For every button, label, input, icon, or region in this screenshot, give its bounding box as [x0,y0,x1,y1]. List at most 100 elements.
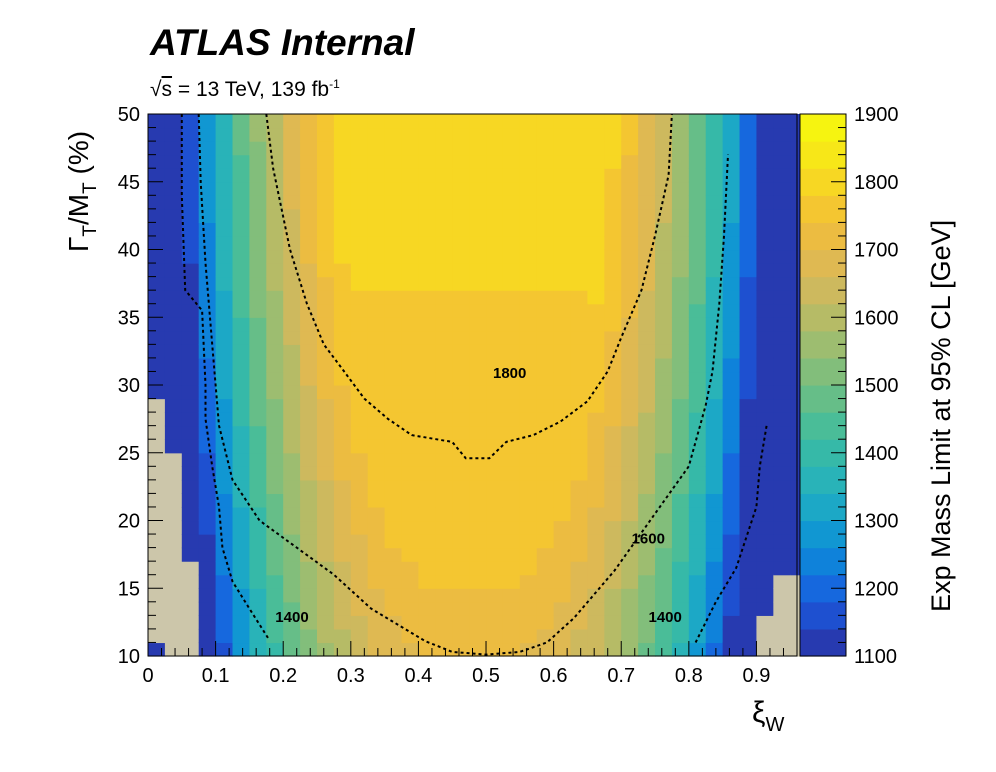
heatmap-cell [350,601,369,616]
heatmap-cell [198,615,217,630]
heatmap-cell [688,127,707,142]
heatmap-cell [638,317,656,332]
heatmap-cell [266,615,284,630]
heatmap-cell [773,493,791,508]
heatmap-cell [401,249,420,264]
heatmap-cell [266,249,284,264]
heatmap-cell [384,290,403,305]
heatmap-cell [739,425,758,440]
heatmap-cell [486,114,504,129]
heatmap-cell [384,588,403,603]
heatmap-cell [317,628,335,644]
heatmap-cell [553,398,572,413]
heatmap-cell [384,601,403,616]
heatmap-cell [435,290,453,305]
heatmap-cell [688,290,707,305]
heatmap-cell [333,642,352,657]
heatmap-cell [283,385,301,400]
experiment-name: ATLAS [150,22,271,63]
heatmap-cell [300,263,318,278]
heatmap-cell [773,114,791,129]
heatmap-cell [283,195,301,210]
heatmap-cell [401,127,420,142]
heatmap-cell [671,344,690,359]
heatmap-cell [570,154,589,169]
heatmap-cell [300,547,318,562]
heatmap-cell [739,141,758,156]
heatmap-cell [655,276,673,291]
heatmap-cell [401,141,420,156]
heatmap-cell [688,588,707,603]
heatmap-cell [469,344,487,359]
heatmap-cell [519,235,538,251]
heatmap-cell [519,371,538,386]
heatmap-cell [401,588,420,603]
heatmap-cell [536,222,555,237]
heatmap-cell [384,506,403,522]
heatmap-cell [553,588,572,603]
heatmap-cell [215,303,234,318]
heatmap-cell [249,601,267,616]
heatmap-cell [384,344,403,359]
heatmap-cell [705,357,724,373]
heatmap-cell [181,344,200,359]
heatmap-cell [536,534,555,549]
heatmap-cell [164,506,183,522]
heatmap-cell [655,628,673,644]
heatmap-cell [148,642,166,657]
heatmap-cell [317,290,335,305]
heatmap-cell [587,141,605,156]
heatmap-cell [300,534,318,549]
heatmap-cell [502,479,521,494]
heatmap-cell [452,479,470,494]
heatmap-cell [705,452,724,467]
heatmap-cell [435,574,453,589]
heatmap-cell [621,290,639,305]
heatmap-cell [249,303,267,318]
heatmap-cell [502,141,521,156]
heatmap-cell [350,208,369,223]
heatmap-cell [655,317,673,332]
heatmap-cell [519,479,538,494]
heatmap-cell [519,330,538,345]
heatmap-cell [621,195,639,210]
heatmap-cell [604,344,622,359]
heatmap-cell [401,425,420,440]
x-subscript: W [765,714,784,736]
heatmap-cell [570,235,589,251]
heatmap-cell [198,452,217,467]
heatmap-cell [587,615,605,630]
heatmap-cell [705,303,724,318]
heatmap-cell [722,168,741,183]
heatmap-cell [756,344,774,359]
heatmap-cell [215,385,234,400]
heatmap-cell [418,114,436,129]
heatmap-cell [621,357,639,373]
heatmap-cell [435,235,453,251]
heatmap-cell [638,601,656,616]
xi-symbol: ξ [752,696,765,729]
heatmap-cell [553,561,572,576]
heatmap-cell [367,425,386,440]
heatmap-cell [266,479,284,494]
heatmap-cell [384,330,403,345]
heatmap-cell [486,628,504,644]
heatmap-cell [401,452,420,467]
heatmap-cell [722,330,741,345]
heatmap-cell [198,249,217,264]
heatmap-cell [317,412,335,427]
heatmap-cell [418,249,436,264]
heatmap-cell [621,181,639,196]
heatmap-cell [452,154,470,169]
heatmap-cell [215,520,234,535]
heatmap-cell [773,317,791,332]
heatmap-cell [266,425,284,440]
heatmap-cell [469,330,487,345]
heatmap-cell [486,263,504,278]
heatmap-cell [536,493,555,508]
heatmap-cell [164,493,183,508]
heatmap-cell [215,141,234,156]
heatmap-cell [502,412,521,427]
heatmap-cell [705,615,724,630]
heatmap-cell [367,385,386,400]
